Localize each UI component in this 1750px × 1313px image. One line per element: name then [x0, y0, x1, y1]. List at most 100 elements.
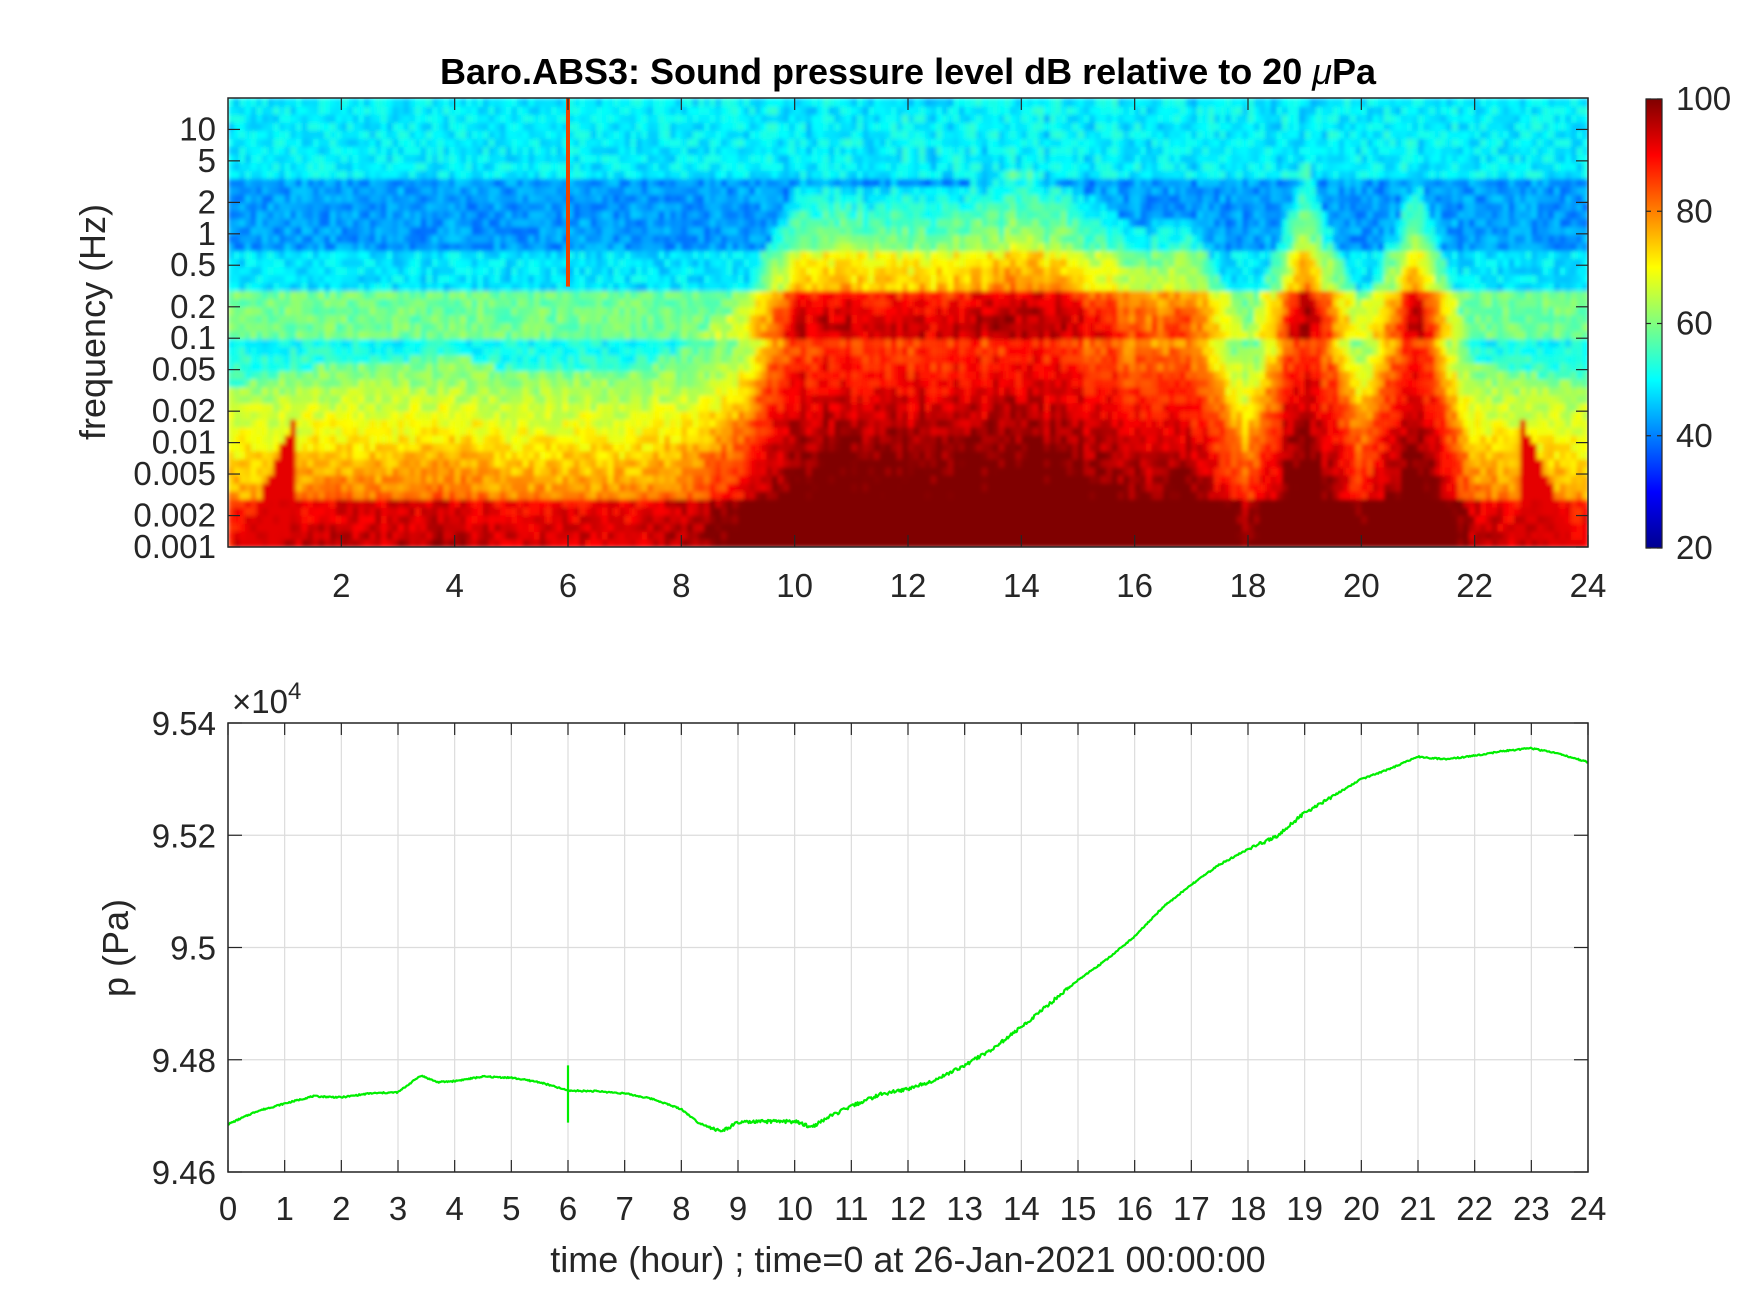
- spectrogram-cell: [437, 162, 445, 171]
- spectrogram-cell: [528, 482, 535, 492]
- spectrogram-cell: [721, 194, 728, 204]
- spectrogram-cell: [347, 514, 354, 524]
- spectrogram-cell: [432, 282, 439, 292]
- spectrogram-cell: [630, 170, 637, 179]
- spectrogram-cell: [386, 194, 394, 204]
- spectrogram-cell: [398, 466, 405, 476]
- spectrogram-cell: [250, 378, 258, 388]
- spectrogram-cell: [369, 138, 377, 147]
- spectrogram-cell: [619, 450, 626, 460]
- spectrogram-cell: [675, 266, 683, 276]
- spectrogram-cell: [358, 378, 365, 388]
- spectrogram-cell: [511, 498, 518, 508]
- spectrogram-cell: [296, 354, 303, 364]
- spectrogram-cell: [715, 506, 722, 516]
- spectrogram-cell: [522, 154, 530, 163]
- spectrogram-cell: [352, 274, 360, 284]
- spectrogram-cell: [607, 458, 615, 468]
- spectrogram-cell: [551, 442, 558, 452]
- spectrogram-cell: [539, 314, 547, 324]
- spectrogram-cell: [420, 426, 428, 436]
- spectrogram-cell: [675, 290, 683, 300]
- spectrogram-cell: [619, 474, 626, 484]
- spectrogram-cell: [488, 202, 496, 212]
- spectrogram-cell: [477, 314, 484, 324]
- spectrogram-cell: [432, 170, 439, 179]
- spectrogram-cell: [488, 210, 496, 220]
- spectrogram-cell: [483, 194, 490, 204]
- spectrogram-cell: [273, 282, 280, 292]
- spectrogram-cell: [545, 314, 552, 324]
- spectrogram-cell: [256, 202, 263, 212]
- spectrogram-cell: [341, 210, 348, 220]
- spectrogram-cell: [653, 514, 660, 524]
- spectrogram-cell: [313, 162, 320, 171]
- spectrogram-cell: [403, 146, 411, 155]
- spectrogram-cell: [681, 458, 688, 468]
- spectrogram-cell: [579, 466, 586, 476]
- spectrogram-cell: [483, 482, 490, 492]
- spectrogram-cell: [573, 306, 581, 316]
- spectrogram-cell: [624, 370, 632, 380]
- spectrogram-cell: [245, 386, 252, 396]
- spectrogram-cell: [443, 186, 450, 196]
- spectrogram-cell: [636, 402, 643, 412]
- spectrogram-cell: [675, 386, 683, 396]
- spectrogram-cell: [324, 106, 331, 115]
- spectrogram-cell: [687, 298, 694, 308]
- spectrogram-cell: [647, 290, 654, 300]
- spectrogram-cell: [318, 170, 326, 179]
- spectrogram-cell: [341, 218, 348, 228]
- spectrogram-cell: [624, 114, 632, 123]
- spectrogram-cell: [511, 210, 518, 220]
- spectrogram-cell: [245, 274, 252, 284]
- spectrogram-cell: [466, 482, 473, 492]
- spectrogram-cell: [352, 314, 360, 324]
- spectrogram-cell: [290, 458, 297, 468]
- spectrogram-cell: [403, 498, 411, 508]
- spectrogram-cell: [709, 378, 717, 388]
- spectrogram-cell: [511, 354, 518, 364]
- spectrogram-cell: [619, 266, 626, 276]
- spectrogram-cell: [364, 290, 371, 300]
- spectrogram-cell: [687, 378, 694, 388]
- spectrogram-cell: [256, 106, 263, 115]
- spectrogram-cell: [284, 114, 292, 123]
- spectrogram-cell: [483, 306, 490, 316]
- spectrogram-cell: [403, 362, 411, 372]
- spectrogram-cell: [352, 186, 360, 196]
- spectrogram-cell: [443, 242, 450, 252]
- spectrogram-cell: [664, 218, 671, 228]
- spectrogram-cell: [647, 194, 654, 204]
- spectrogram-cell: [505, 298, 513, 308]
- spectrogram-cell: [432, 506, 439, 516]
- spectrogram-cell: [256, 234, 263, 244]
- spectrogram-cell: [551, 170, 558, 179]
- spectrogram-cell: [715, 522, 722, 532]
- spectrogram-cell: [233, 258, 241, 268]
- spectrogram-cell: [466, 490, 473, 500]
- spectrogram-cell: [471, 314, 479, 324]
- spectrogram-cell: [675, 474, 683, 484]
- spectrogram-cell: [630, 282, 637, 292]
- spectrogram-cell: [624, 314, 632, 324]
- spectrogram-cell: [613, 154, 620, 163]
- spectrogram-cell: [619, 226, 626, 236]
- spectrogram-cell: [483, 154, 490, 163]
- spectrogram-cell: [562, 202, 569, 212]
- spectrogram-cell: [602, 266, 609, 276]
- spectrogram-cell: [675, 154, 683, 163]
- spectrogram-cell: [398, 378, 405, 388]
- spectrogram-cell: [426, 450, 433, 460]
- spectrogram-cell: [630, 162, 637, 171]
- spectrogram-cell: [471, 386, 479, 396]
- spectrogram-cell: [675, 282, 683, 292]
- spectrogram-cell: [313, 98, 320, 107]
- spectrogram-cell: [704, 290, 711, 300]
- spectrogram-cell: [330, 314, 337, 324]
- spectrogram-cell: [500, 410, 507, 420]
- spectrogram-cell: [301, 218, 309, 228]
- spectrogram-cell: [279, 258, 286, 268]
- spectrogram-cell: [335, 314, 343, 324]
- spectrogram-cell: [369, 370, 377, 380]
